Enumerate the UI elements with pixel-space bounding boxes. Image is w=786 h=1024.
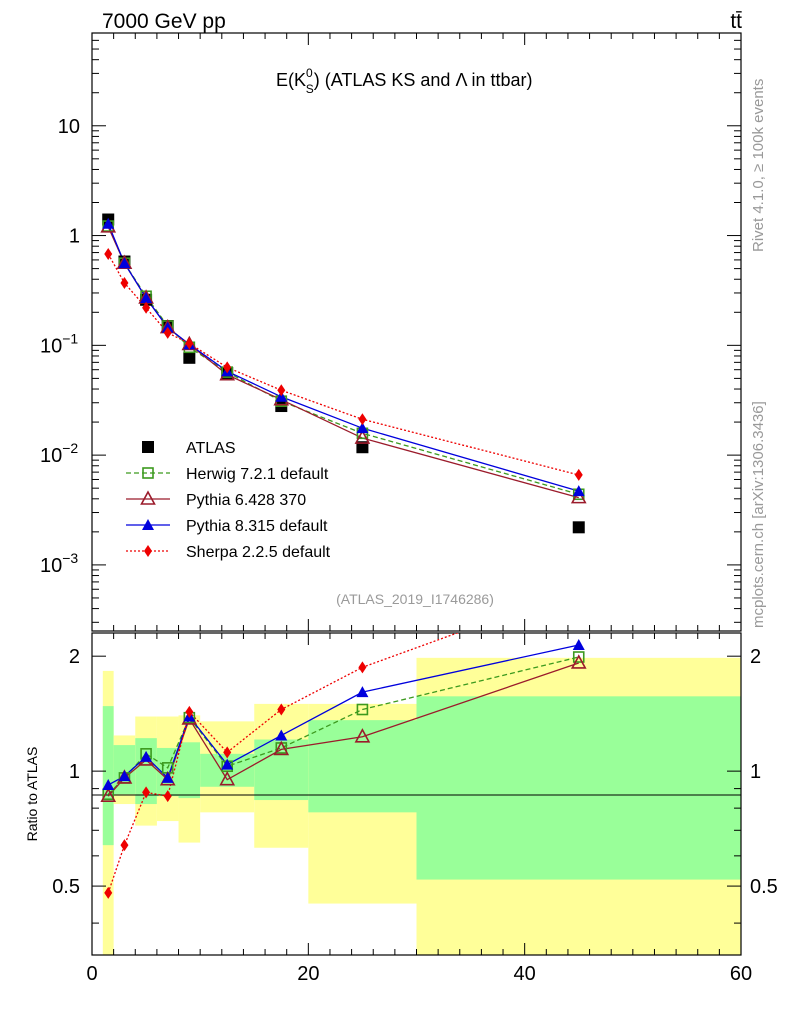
point-sherpa — [358, 661, 367, 674]
x-tick-label: 0 — [86, 963, 97, 985]
mcplots-reference-label: mcplots.cern.ch [arXiv:1306.3436] — [750, 401, 767, 628]
point-pythia8 — [572, 485, 585, 497]
point-pythia6 — [354, 728, 371, 743]
point-pythia6 — [354, 429, 371, 444]
point-sherpa — [185, 337, 194, 350]
point-sherpa — [104, 247, 113, 260]
legend-label-sherpa: Sherpa 2.2.5 default — [186, 544, 331, 561]
legend: ATLAS Herwig 7.2.1 default Pythia 6.428 37… — [126, 440, 331, 561]
point-pythia8 — [221, 758, 234, 770]
legend-label-pythia6: Pythia 6.428 370 — [186, 492, 306, 509]
point-sherpa — [142, 786, 151, 799]
y-tick-label: 1 — [69, 226, 80, 248]
point-sherpa — [185, 705, 194, 718]
point-pythia8 — [275, 729, 288, 741]
analysis-id-label: (ATLAS_2019_I1746286) — [336, 591, 494, 607]
legend-marker-atlas — [142, 441, 154, 453]
point-sherpa — [163, 326, 172, 339]
ratio-y-tick-label-left: 0.5 — [52, 876, 80, 898]
main-panel-series — [100, 213, 587, 534]
point-sherpa — [277, 384, 286, 397]
ratio-y-tick-label-left: 2 — [69, 646, 80, 668]
series-line-sherpa — [107, 253, 579, 476]
series-line-herwig — [107, 225, 579, 495]
legend-marker-sherpa — [144, 545, 152, 557]
point-sherpa — [358, 413, 367, 426]
point-pythia8 — [356, 686, 369, 698]
process-label: tt̄ — [730, 10, 742, 33]
point-sherpa — [163, 790, 172, 803]
x-tick-label: 60 — [730, 963, 752, 985]
point-atlas — [572, 521, 585, 534]
legend-label-atlas: ATLAS — [186, 440, 236, 457]
y-tick-label: 10−2 — [40, 440, 78, 467]
plot-title-suffix: ) (ATLAS KS and Λ in ttbar) — [314, 70, 533, 90]
legend-marker-pythia6 — [140, 490, 156, 505]
plot-title-superscript: 0 — [306, 66, 313, 80]
ratio-y-tick-label-right: 2 — [750, 646, 761, 668]
point-pythia8 — [356, 422, 369, 434]
point-pythia6 — [100, 787, 117, 802]
point-pythia8 — [118, 257, 131, 269]
point-sherpa — [120, 839, 129, 852]
ratio-band-inner-0 — [102, 706, 114, 846]
energy-label: 7000 GeV pp — [102, 10, 226, 33]
x-tick-label: 20 — [297, 963, 319, 985]
series-line-pythia8 — [107, 223, 579, 492]
point-pythia8 — [275, 390, 288, 402]
plot-title-prefix: E(K — [276, 70, 306, 90]
point-pythia6 — [570, 654, 587, 669]
point-sherpa — [223, 361, 232, 374]
point-pythia6 — [570, 488, 587, 504]
point-sherpa — [574, 468, 583, 481]
point-pythia8 — [140, 291, 153, 303]
ratio-band-inner-8 — [416, 696, 741, 880]
y-tick-label: 10−1 — [40, 330, 78, 357]
ratio-uncertainty-bands — [102, 657, 741, 955]
point-sherpa — [120, 276, 129, 289]
main-panel-frame — [91, 32, 742, 632]
plot-title-subscript: S — [306, 82, 314, 96]
x-tick-label: 40 — [514, 963, 536, 985]
ratio-panel-series — [100, 583, 587, 899]
point-sherpa — [142, 301, 151, 314]
point-pythia8 — [102, 778, 115, 790]
point-pythia8 — [572, 638, 585, 650]
ratio-band-inner-6 — [254, 739, 309, 801]
legend-marker-herwig — [142, 467, 154, 479]
point-herwig — [356, 703, 369, 716]
point-sherpa — [277, 703, 286, 716]
point-pythia8 — [161, 771, 174, 783]
ratio-band-inner-7 — [308, 720, 417, 813]
ratio-y-tick-label-right: 0.5 — [750, 876, 778, 898]
ratio-axis-label: Ratio to ATLAS — [24, 747, 40, 842]
point-pythia6 — [219, 770, 236, 786]
rivet-version-label: Rivet 4.1.0, ≥ 100k events — [750, 79, 767, 252]
y-tick-label: 10−3 — [40, 550, 78, 577]
ratio-y-tick-label-right: 1 — [750, 761, 761, 783]
point-atlas — [183, 351, 196, 364]
ratio-band-inner-4 — [178, 742, 201, 799]
legend-label-herwig: Herwig 7.2.1 default — [186, 466, 329, 483]
legend-label-pythia8: Pythia 8.315 default — [186, 518, 328, 535]
legend-marker-pythia8 — [142, 519, 154, 530]
ratio-y-tick-label-left: 1 — [69, 761, 80, 783]
point-sherpa — [575, 583, 583, 595]
point-atlas — [356, 441, 369, 454]
plot-title: E(K0 S) (ATLAS KS and Λ in ttbar) — [276, 66, 533, 96]
point-herwig — [572, 651, 585, 663]
point-pythia8 — [118, 770, 131, 782]
point-sherpa — [104, 886, 113, 899]
point-pythia8 — [102, 217, 115, 229]
point-pythia6 — [273, 740, 290, 756]
y-tick-label: 10 — [58, 116, 80, 138]
axes: 0 20 40 60 10−3 10−2 10−1 1 10 0.5 0.5 1 1 2 2 — [40, 32, 778, 985]
series-line-pythia6 — [107, 226, 579, 499]
point-sherpa — [223, 746, 232, 759]
point-pythia8 — [140, 750, 153, 762]
